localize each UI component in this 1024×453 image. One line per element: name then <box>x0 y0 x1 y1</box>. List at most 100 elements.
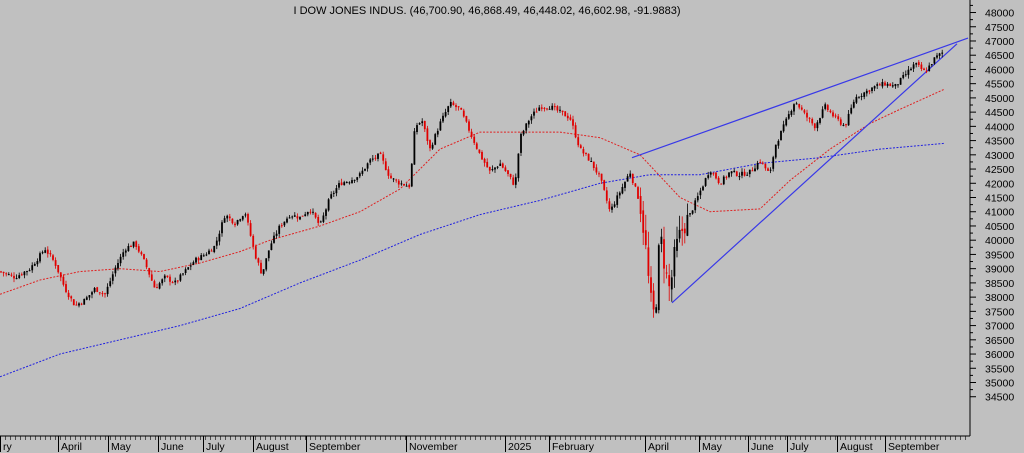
candle-body <box>639 196 642 214</box>
candle-body <box>777 140 780 146</box>
y-tick-label: 35500 <box>985 363 1014 375</box>
candle-body <box>434 134 437 145</box>
y-tick-label: 36000 <box>985 349 1014 361</box>
candle-body <box>722 176 725 185</box>
candle-body <box>54 260 57 266</box>
candle-body <box>140 252 143 255</box>
candle-body <box>413 131 416 165</box>
candle-body <box>301 215 304 217</box>
candle-body <box>540 107 543 109</box>
candle-body <box>546 108 548 110</box>
candle-body <box>187 267 190 270</box>
candle-body <box>366 163 369 169</box>
candle-body <box>611 206 613 210</box>
x-tick-label: August <box>840 441 873 453</box>
candle-body <box>231 218 234 224</box>
x-axis: ry April May June July August September Novembe… <box>0 435 970 453</box>
candle-body <box>192 262 195 265</box>
candle-body <box>202 255 205 257</box>
candle-body <box>556 106 559 111</box>
candle-body <box>286 218 288 223</box>
candle-body <box>925 70 928 72</box>
candle-body <box>683 228 686 234</box>
candle-body <box>530 116 533 121</box>
candle-body <box>26 271 28 273</box>
candle-body <box>873 86 876 89</box>
candle-body <box>283 221 286 226</box>
candle-body <box>314 212 317 218</box>
candle-body <box>98 292 101 294</box>
candle-body <box>291 216 294 218</box>
candle-body <box>634 183 637 187</box>
candle-body <box>647 247 650 276</box>
candle-body <box>416 125 418 132</box>
candle-body <box>197 258 200 261</box>
x-tick-label: August <box>256 441 289 453</box>
candle-body <box>936 55 938 58</box>
candle-body <box>707 175 710 178</box>
candle-body <box>819 118 821 123</box>
candle-body <box>18 275 21 278</box>
candle-body <box>725 176 728 178</box>
candle-body <box>488 166 491 171</box>
candle-body <box>803 110 806 113</box>
candle-body <box>881 82 884 87</box>
candle-body <box>650 277 652 293</box>
candle-body <box>348 182 351 184</box>
candle-body <box>93 288 96 292</box>
candle-body <box>769 169 772 171</box>
candle-body <box>249 223 252 236</box>
candle-body <box>486 161 489 168</box>
candle-body <box>390 175 392 179</box>
candle-body <box>351 180 353 184</box>
candle-body <box>754 168 756 172</box>
candle-body <box>36 261 39 265</box>
candle-body <box>837 116 840 120</box>
candle-body <box>31 265 34 271</box>
candle-body <box>839 119 842 125</box>
candle-body <box>559 109 561 111</box>
candle-body <box>676 238 678 251</box>
candle-body <box>891 85 894 87</box>
candle-body <box>673 247 676 277</box>
x-tick-label: ry <box>3 441 12 453</box>
candle-body <box>832 112 834 117</box>
y-tick-label: 39000 <box>985 264 1014 276</box>
y-tick-label: 44000 <box>985 121 1014 133</box>
candle-body <box>793 104 795 112</box>
candle-body <box>878 84 881 86</box>
candles <box>0 49 944 318</box>
candle-body <box>751 170 754 172</box>
y-tick-label: 37500 <box>985 306 1014 318</box>
candle-body <box>293 215 296 217</box>
candle-body <box>470 131 473 137</box>
y-tick-label: 39500 <box>985 249 1014 261</box>
candle-body <box>223 218 226 223</box>
candle-body <box>215 240 218 246</box>
candle-body <box>234 223 236 226</box>
x-tick-label: May <box>702 441 723 453</box>
candle-body <box>507 170 509 174</box>
candle-body <box>735 171 738 176</box>
y-tick-label: 35000 <box>985 378 1014 390</box>
candle-body <box>871 87 873 91</box>
candle-body <box>920 64 923 69</box>
candle-body <box>577 137 580 146</box>
candle-body <box>730 171 733 174</box>
candle-body <box>631 173 634 183</box>
candle-body <box>83 299 86 305</box>
candle-body <box>764 163 767 169</box>
candle-body <box>262 269 265 274</box>
candle-body <box>135 241 138 247</box>
candle-body <box>897 84 899 86</box>
candle-body <box>247 214 249 223</box>
candle-body <box>358 173 361 177</box>
candle-body <box>860 96 863 97</box>
candle-body <box>410 163 413 187</box>
candle-body <box>377 153 379 159</box>
y-tick-label: 44500 <box>985 107 1014 119</box>
candle-body <box>317 217 320 223</box>
candle-body <box>483 158 486 163</box>
candle-body <box>741 171 743 176</box>
